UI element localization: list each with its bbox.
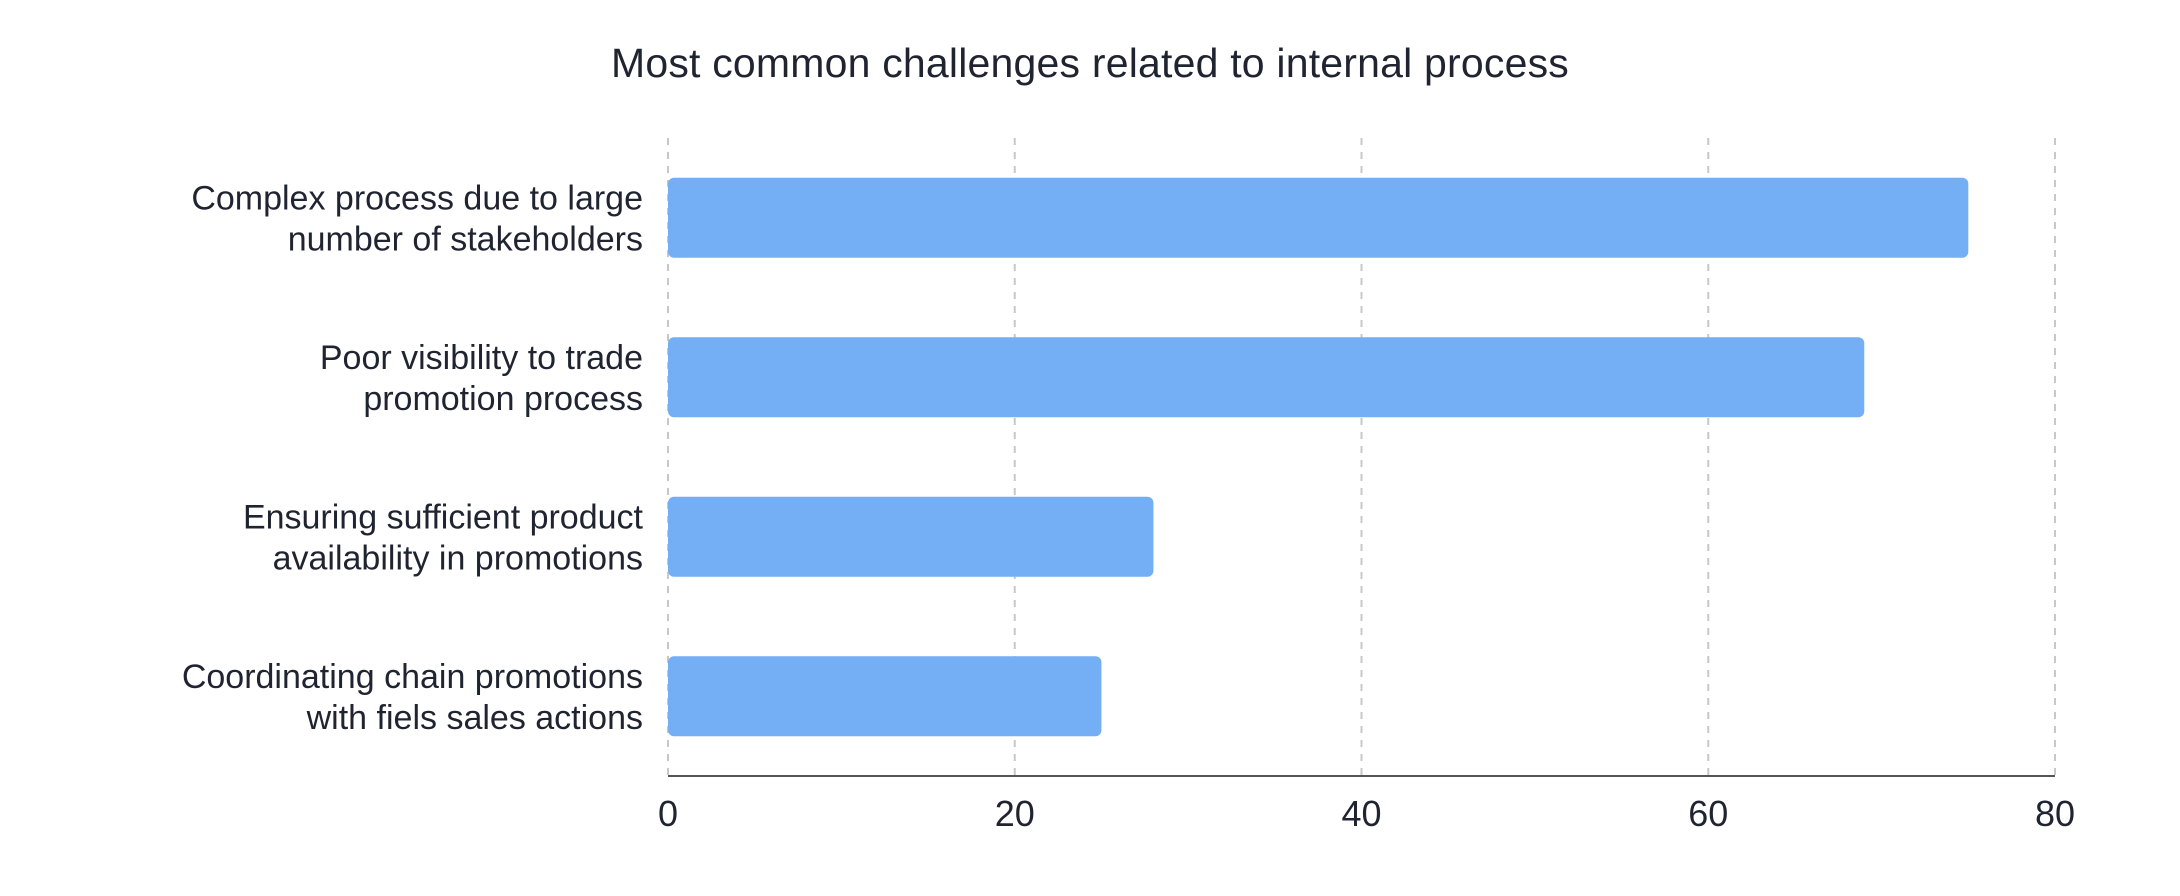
category-label: with fiels sales actions [306,699,643,737]
category-label: Complex process due to large [191,179,643,217]
x-tick-label: 60 [1688,793,1728,834]
bar-4[interactable] [668,656,1102,737]
category-label: Poor visibility to trade [320,339,643,377]
category-label: promotion process [363,380,643,418]
bar-1[interactable] [668,177,1969,258]
x-tick-label: 80 [2035,793,2075,834]
x-axis: 0 20 40 60 80 [658,775,2075,834]
x-tick-label: 0 [658,793,678,834]
chart-title: Most common challenges related to intern… [610,40,1570,86]
category-label: availability in promotions [273,539,643,577]
category-label: Ensuring sufficient product [243,498,644,536]
category-label: Coordinating chain promotions [182,658,643,696]
x-tick-label: 40 [1341,793,1381,834]
x-tick-label: 20 [995,793,1035,834]
bar-2[interactable] [668,337,1865,418]
bar-3[interactable] [668,496,1154,577]
category-label: number of stakeholders [288,220,643,258]
bars [668,177,1969,737]
